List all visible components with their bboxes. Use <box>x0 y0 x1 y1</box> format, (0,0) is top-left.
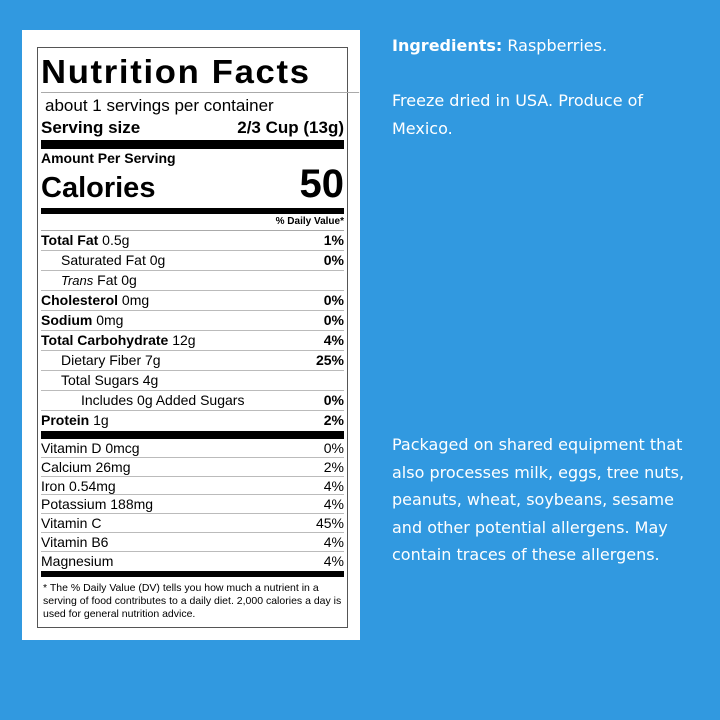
vitamin-name: Vitamin D 0mcg <box>41 440 140 456</box>
calories-value: 50 <box>299 162 345 206</box>
vitamin-row: Vitamin C 45% <box>41 514 344 533</box>
nutrient-name: Cholesterol 0mg <box>41 291 149 310</box>
vitamin-percent: 4% <box>323 552 344 569</box>
vitamin-percent: 4% <box>323 477 344 494</box>
nutrient-label: Total Fat <box>41 232 99 248</box>
vitamin-percent: 45% <box>315 515 344 532</box>
vitamin-percent: 4% <box>323 496 344 513</box>
vitamin-row: Vitamin B6 4% <box>41 533 344 552</box>
serving-size: Serving size 2/3 Cup (13g) <box>41 117 344 139</box>
nutrition-facts-label: Nutrition Facts about 1 servings per con… <box>37 47 360 628</box>
nutrient-row: Cholesterol 0mg 0% <box>41 291 344 311</box>
nutrient-row: Sodium 0mg 0% <box>41 311 344 331</box>
thick-divider <box>41 570 344 577</box>
nutrient-percent: 0% <box>323 252 344 268</box>
vitamin-list: Vitamin D 0mcg 0% Calcium 26mg 2% Iron 0.54m… <box>41 439 344 571</box>
calories-label: Calories <box>41 172 156 204</box>
vitamin-row: Vitamin D 0mcg 0% <box>41 439 344 458</box>
nutrient-name: Trans Fat 0g <box>41 271 137 290</box>
nutrient-name: Protein 1g <box>41 411 109 431</box>
nutrient-percent: 0% <box>323 312 344 328</box>
nutrition-panel: Nutrition Facts about 1 servings per con… <box>22 30 360 640</box>
nutrient-list: Total Fat 0.5g 1% Saturated Fat 0g 0% Trans … <box>41 231 344 431</box>
servings-per-container: about 1 servings per container <box>45 96 274 115</box>
nutrient-label: Cholesterol <box>41 292 119 308</box>
nutrient-label: Sodium <box>41 312 93 328</box>
nutrient-amount: 1g <box>89 412 109 428</box>
nutrient-row: Includes 0g Added Sugars 0% <box>41 391 344 411</box>
nutrient-percent: 0% <box>323 392 344 408</box>
serving-size-value: 2/3 Cup (13g) <box>237 118 344 137</box>
nutrient-label: Total Carbohydrate <box>41 332 169 348</box>
label-title: Nutrition Facts <box>41 48 360 93</box>
serving-size-label: Serving size <box>41 118 141 137</box>
vitamin-percent: 0% <box>323 440 344 456</box>
nutrient-name: Sodium 0mg <box>41 311 123 330</box>
nutrient-percent: 1% <box>323 232 344 248</box>
nutrient-name: Includes 0g Added Sugars <box>41 391 244 410</box>
vitamin-name: Calcium 26mg <box>41 458 131 475</box>
thick-divider <box>41 431 344 439</box>
nutrient-label: Fat 0g <box>93 272 137 288</box>
calories-row: Calories 50 <box>41 162 345 206</box>
nutrient-label: Dietary Fiber 7g <box>61 352 161 368</box>
nutrient-name: Saturated Fat 0g <box>41 251 165 270</box>
nutrient-row: Dietary Fiber 7g 25% <box>41 351 344 371</box>
vitamin-row: Iron 0.54mg 4% <box>41 477 344 496</box>
nutrient-label: Protein <box>41 412 90 428</box>
nutrient-amount: 12g <box>168 332 196 348</box>
nutrient-name: Total Sugars 4g <box>41 371 158 390</box>
thick-divider <box>41 140 344 149</box>
footnote: * The % Daily Value (DV) tells you how m… <box>43 581 342 620</box>
nutrient-amount: 0mg <box>118 292 150 308</box>
amount-per-serving: Amount Per Serving <box>41 150 176 166</box>
nutrient-percent: 25% <box>315 352 344 368</box>
nutrient-amount: 0.5g <box>98 232 130 248</box>
nutrient-row: Saturated Fat 0g 0% <box>41 251 344 271</box>
nutrient-row: Protein 1g 2% <box>41 411 344 431</box>
nutrient-italic: Trans <box>61 273 94 288</box>
daily-value-header: % Daily Value* <box>41 214 344 231</box>
nutrient-row: Total Sugars 4g <box>41 371 344 391</box>
vitamin-row: Magnesium 4% <box>41 552 344 571</box>
nutrient-row: Trans Fat 0g <box>41 271 344 291</box>
ingredients: Ingredients: Raspberries. <box>392 32 692 60</box>
ingredients-value: Raspberries. <box>502 36 608 55</box>
vitamin-name: Vitamin C <box>41 515 102 532</box>
vitamin-name: Potassium 188mg <box>41 496 154 513</box>
nutrient-row: Total Carbohydrate 12g 4% <box>41 331 344 351</box>
vitamin-row: Potassium 188mg 4% <box>41 495 344 515</box>
vitamin-name: Magnesium <box>41 552 114 569</box>
nutrient-row: Total Fat 0.5g 1% <box>41 231 344 251</box>
vitamin-name: Iron 0.54mg <box>41 477 116 494</box>
vitamin-percent: 2% <box>323 458 344 475</box>
ingredients-label: Ingredients: <box>392 36 503 55</box>
nutrient-percent: 4% <box>323 332 344 348</box>
nutrient-label: Saturated Fat 0g <box>61 252 166 268</box>
nutrient-label: Total Sugars 4g <box>61 372 159 388</box>
vitamin-percent: 4% <box>323 533 344 550</box>
allergen-statement: Packaged on shared equipment that also p… <box>392 435 685 564</box>
nutrient-name: Dietary Fiber 7g <box>41 351 161 370</box>
nutrient-name: Total Fat 0.5g <box>41 231 129 250</box>
nutrient-percent: 2% <box>323 412 344 428</box>
nutrient-amount: 0mg <box>92 312 124 328</box>
nutrient-name: Total Carbohydrate 12g <box>41 331 196 350</box>
nutrient-percent: 0% <box>323 292 344 308</box>
vitamin-row: Calcium 26mg 2% <box>41 458 344 477</box>
medium-divider <box>41 208 344 214</box>
origin-text: Freeze dried in USA. Produce of Mexico. <box>392 91 644 138</box>
nutrient-label: Includes 0g Added Sugars <box>81 392 245 408</box>
vitamin-name: Vitamin B6 <box>41 533 109 550</box>
